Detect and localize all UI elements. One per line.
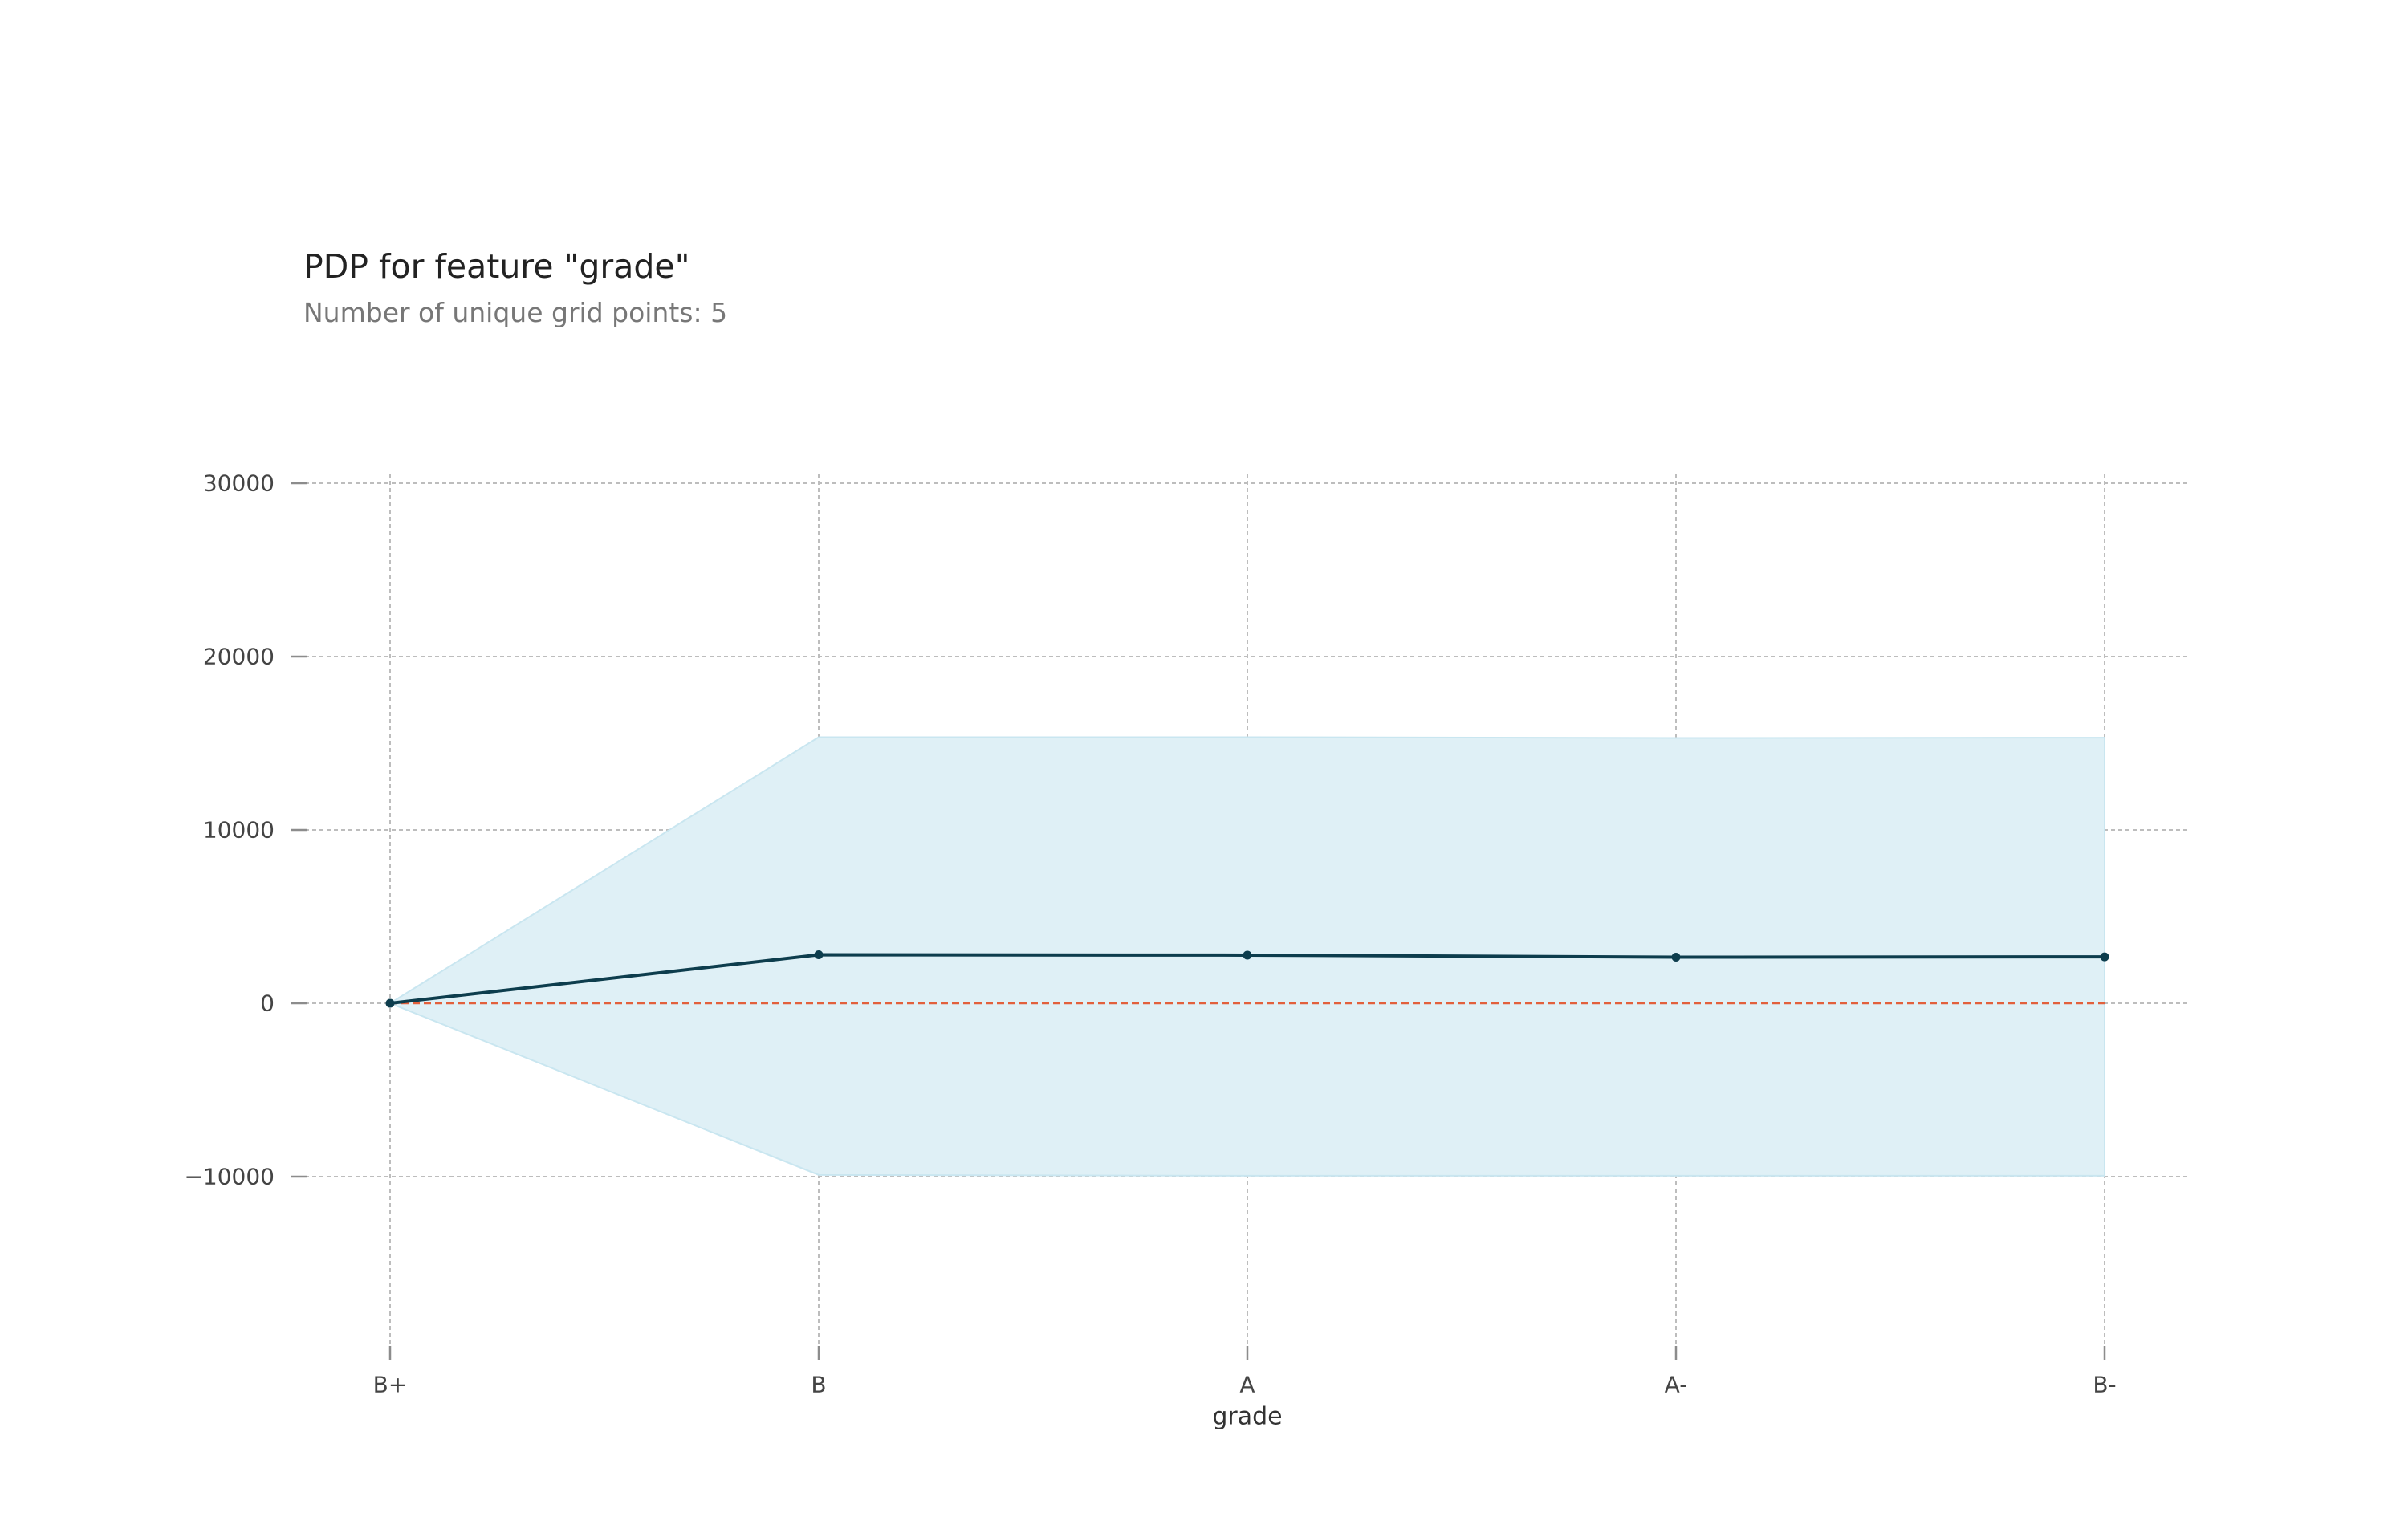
y-tick-label: 0 (260, 990, 275, 1017)
x-tick-label: B- (2093, 1372, 2116, 1398)
x-tick-label: B+ (373, 1372, 408, 1398)
x-tick-label: A (1239, 1372, 1255, 1398)
y-tick-label: 10000 (203, 817, 275, 844)
pdp-point (1243, 950, 1252, 960)
pdp-point (2100, 952, 2109, 962)
x-tick-label: B (811, 1372, 826, 1398)
x-tick-label: A- (1665, 1372, 1688, 1398)
chart-title: PDP for feature "grade" (303, 247, 690, 286)
pdp-point (1671, 953, 1681, 962)
y-tick-label: 30000 (203, 470, 275, 497)
y-tick-label: −10000 (184, 1164, 275, 1190)
y-tick-label: 20000 (203, 644, 275, 670)
pdp-point (385, 998, 395, 1008)
pdp-point (814, 950, 824, 960)
chart-subtitle: Number of unique grid points: 5 (303, 297, 728, 328)
x-axis-label: grade (1212, 1403, 1282, 1431)
